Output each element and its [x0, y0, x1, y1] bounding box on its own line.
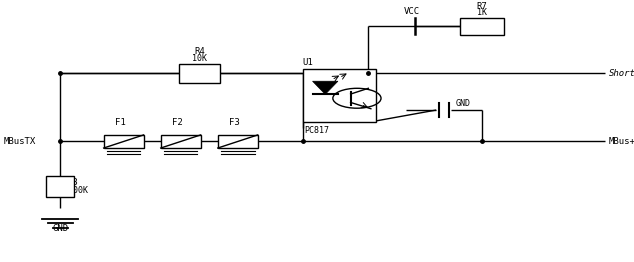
Text: GND: GND [455, 99, 470, 108]
Text: MBus+: MBus+ [609, 137, 634, 146]
Text: 10K: 10K [192, 54, 207, 63]
Bar [179, 64, 221, 83]
Bar [46, 176, 75, 196]
Text: F1: F1 [115, 118, 126, 127]
Text: F3: F3 [230, 118, 240, 127]
Text: 1K: 1K [477, 8, 487, 17]
Text: Short: Short [609, 69, 634, 78]
Text: R7: R7 [477, 2, 487, 11]
Bar [460, 18, 504, 35]
Bar [303, 69, 375, 122]
Text: R4: R4 [195, 47, 205, 56]
Polygon shape [313, 81, 338, 94]
Text: GND: GND [52, 224, 68, 233]
Text: F2: F2 [172, 118, 183, 127]
Text: MBusTX: MBusTX [3, 137, 36, 146]
Text: PC817: PC817 [304, 126, 329, 135]
Bar [160, 135, 200, 148]
Text: R3: R3 [68, 178, 79, 187]
Bar [104, 135, 143, 148]
Text: VCC: VCC [404, 7, 420, 16]
Bar [218, 135, 257, 148]
Text: U1: U1 [303, 58, 313, 67]
Text: 100K: 100K [68, 186, 88, 195]
